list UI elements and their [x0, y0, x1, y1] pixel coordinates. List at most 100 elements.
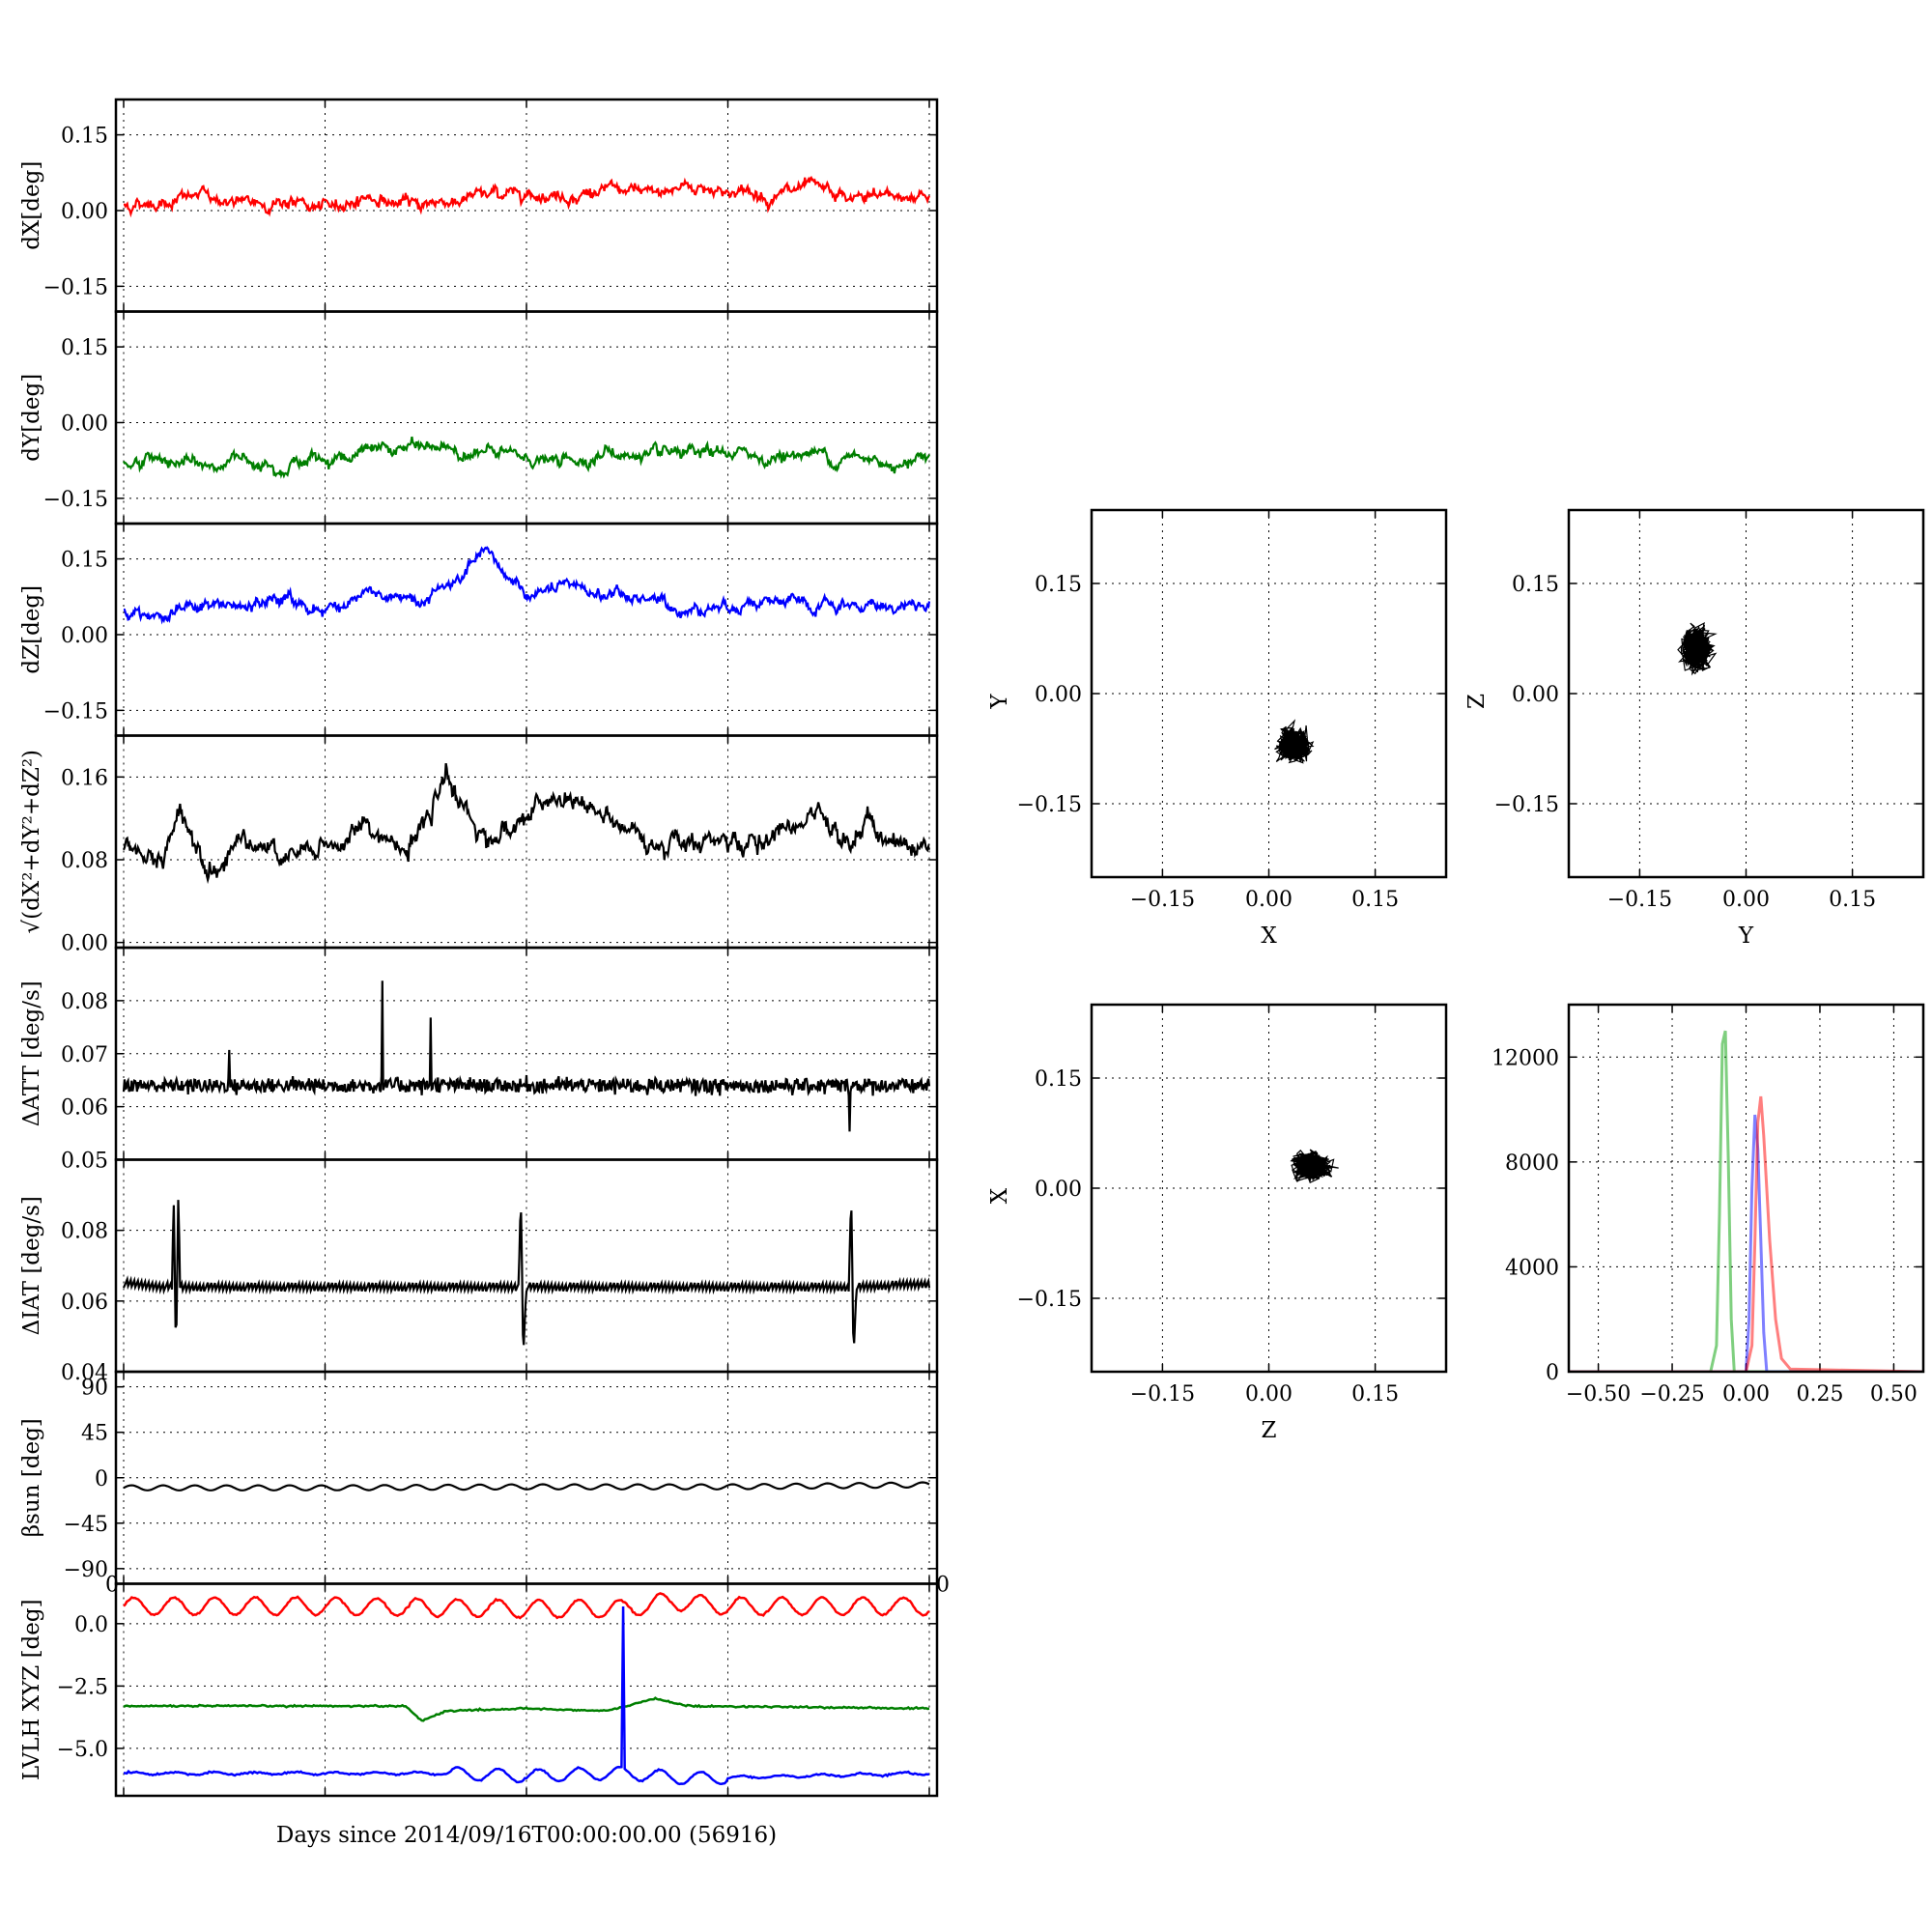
y-tick-label: 0.00 [61, 412, 108, 436]
series-line-lvlh-2 [124, 1605, 930, 1786]
y-tick-label: −90 [64, 1558, 108, 1582]
panel-datt [114, 946, 939, 1161]
axes-frame-diat [114, 1158, 939, 1374]
y-axis-label-zx: X [987, 1187, 1012, 1204]
series-line-datt-0 [122, 980, 931, 1132]
scatter-trace-zx [1290, 1149, 1339, 1184]
x-tick-label: −0.50 [1566, 1382, 1631, 1406]
y-tick-label: 0.15 [61, 125, 108, 149]
y-tick-label: 0 [95, 1467, 108, 1492]
x-tick-label: 0.00 [1245, 888, 1293, 912]
y-axis-label-xy: Y [987, 694, 1012, 710]
panel-dy [114, 310, 939, 526]
x-tick-label: 0.50 [1870, 1382, 1918, 1406]
hist-line-2 [1569, 1095, 1923, 1372]
y-tick-label: −5.0 [57, 1738, 108, 1762]
series-line-diat-0 [122, 1200, 931, 1346]
y-axis-label-datt: ΔATT [deg/s] [19, 980, 44, 1126]
y-tick-label: 0 [1546, 1361, 1559, 1385]
panel-xy [1090, 508, 1448, 879]
y-tick-label: 0.00 [61, 932, 108, 956]
x-tick-label: 0.25 [1796, 1382, 1843, 1406]
y-tick-label: 0.15 [1035, 573, 1082, 597]
y-tick-label: 0.00 [1035, 683, 1082, 707]
y-tick-label: 0.06 [61, 1096, 108, 1121]
y-tick-label: −0.15 [43, 699, 108, 724]
axes-frame-dr [114, 734, 939, 950]
series-line-beta-0 [123, 1481, 930, 1492]
x-tick-label: 0.15 [1351, 1382, 1399, 1406]
y-tick-label: 0.08 [61, 849, 108, 873]
x-tick-label: 0.15 [1351, 888, 1399, 912]
y-tick-label: −2.5 [57, 1675, 108, 1699]
y-tick-label: 0.00 [61, 624, 108, 648]
x-tick-label: −0.15 [1607, 888, 1672, 912]
x-tick-label: −0.25 [1639, 1382, 1704, 1406]
x-axis-label-yz: Y [1738, 923, 1754, 949]
y-tick-label: 90 [81, 1377, 108, 1401]
axes-frame-dz [114, 522, 939, 737]
axes-frame-yz [1567, 508, 1925, 879]
y-tick-label: −0.15 [1494, 793, 1559, 817]
axes-frame-dx [114, 98, 939, 313]
panel-dz [114, 522, 939, 737]
x-axis-label-lvlh: Days since 2014/09/16T00:00:00.00 (56916… [276, 1823, 777, 1848]
axes-frame-lvlh [114, 1582, 939, 1798]
y-tick-label: 0.16 [61, 766, 108, 790]
panel-yz [1567, 508, 1925, 879]
series-line-dz-0 [123, 546, 931, 625]
x-tick-label: 0.00 [1722, 888, 1770, 912]
y-tick-label: 45 [81, 1422, 108, 1446]
y-tick-label: −0.15 [43, 488, 108, 512]
panel-lvlh [114, 1582, 939, 1798]
panel-hist [1567, 1003, 1925, 1374]
y-axis-label-beta: βsun [deg] [19, 1418, 44, 1537]
y-axis-label-yz: Z [1464, 694, 1490, 709]
x-axis-label-zx: Z [1262, 1418, 1277, 1443]
y-tick-label: −0.15 [43, 275, 108, 299]
y-tick-label: 0.15 [1035, 1067, 1082, 1092]
y-tick-label: 0.00 [1035, 1178, 1082, 1202]
panel-dx [114, 98, 939, 313]
y-tick-label: 0.15 [61, 336, 108, 360]
y-axis-label-diat: ΔIAT [deg/s] [19, 1196, 44, 1335]
scatter-trace-yz [1677, 621, 1718, 676]
series-line-lvlh-1 [123, 1696, 930, 1722]
y-tick-label: 0.00 [61, 200, 108, 224]
axes-frame-zx [1090, 1003, 1448, 1374]
panel-dr [114, 734, 939, 950]
y-tick-label: 0.04 [61, 1361, 108, 1385]
series-line-dx-0 [123, 176, 931, 218]
y-axis-label-dr: √(dX²+dY²+dZ²) [19, 750, 44, 934]
x-tick-label: 0.15 [1829, 888, 1876, 912]
axes-frame-dy [114, 310, 939, 526]
y-axis-label-dx: dX[deg] [19, 161, 44, 250]
y-tick-label: 8000 [1505, 1151, 1559, 1176]
x-tick-label: −0.15 [1130, 888, 1195, 912]
y-axis-label-lvlh: LVLH XYZ [deg] [19, 1599, 44, 1780]
y-axis-label-dy: dY[deg] [19, 374, 44, 462]
y-tick-label: 0.08 [61, 1220, 108, 1244]
y-tick-label: 0.06 [61, 1291, 108, 1315]
x-tick-label: 0.00 [1722, 1382, 1770, 1406]
x-tick-label: 0 [936, 1574, 950, 1598]
y-tick-label: −0.15 [1017, 793, 1082, 817]
y-axis-label-dz: dZ[deg] [19, 585, 44, 674]
panel-zx [1090, 1003, 1448, 1374]
series-line-dr-0 [122, 763, 931, 885]
y-tick-label: 0.07 [61, 1043, 108, 1067]
y-tick-label: 12000 [1492, 1046, 1559, 1070]
y-tick-label: 0.00 [1512, 683, 1559, 707]
y-tick-label: 0.08 [61, 990, 108, 1014]
x-tick-label: −0.15 [1130, 1382, 1195, 1406]
series-line-lvlh-0 [123, 1592, 930, 1620]
y-tick-label: 0.15 [61, 549, 108, 573]
x-axis-label-xy: X [1261, 923, 1277, 949]
y-tick-label: 0.15 [1512, 573, 1559, 597]
panel-diat [114, 1158, 939, 1374]
hist-line-0 [1569, 1030, 1923, 1372]
axes-frame-hist [1567, 1003, 1925, 1374]
y-tick-label: 4000 [1505, 1256, 1559, 1280]
y-tick-label: −0.15 [1017, 1288, 1082, 1312]
